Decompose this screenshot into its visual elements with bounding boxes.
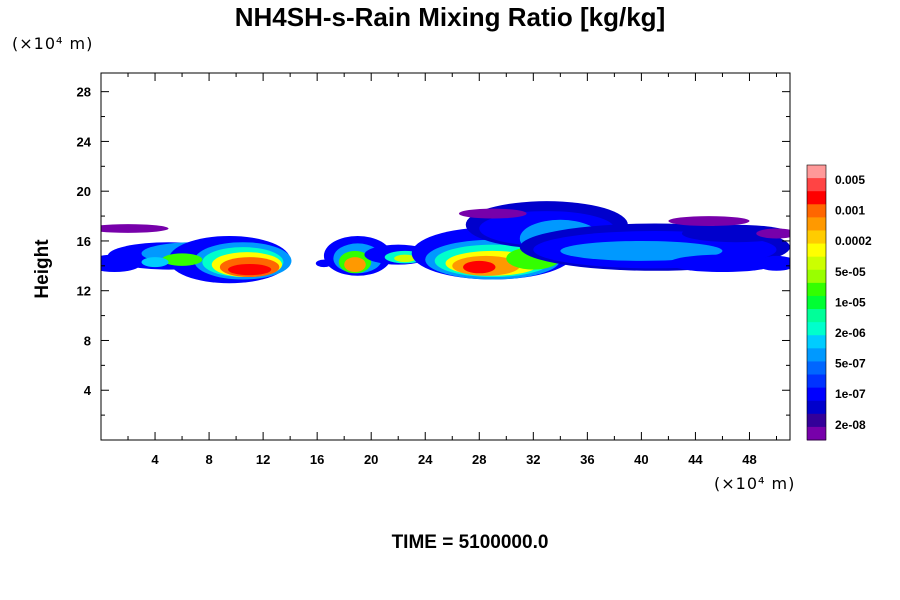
field-blob [668,216,750,227]
y-tick-label: 20 [77,184,91,199]
plot-frame [100,72,791,441]
colorbar-swatch [807,178,826,192]
x-tick-label: 16 [310,452,324,467]
colorbar-swatch [807,217,826,231]
field-blob [463,260,496,274]
x-axis: 4 8 12 16 20 24 28 32 36 40 44 48 [127,73,777,467]
colorbar-swatch [807,230,826,245]
x-axis-unit: (×10⁴ m) [714,474,796,493]
colorbar-label: 0.001 [835,204,865,218]
colorbar-swatch [807,413,826,428]
x-tick-label: 4 [151,452,159,467]
colorbar-swatch [807,269,826,284]
colorbar-swatch [807,335,826,349]
colorbar-swatch [807,426,826,441]
x-tick-label: 44 [688,452,703,467]
colorbar-label: 0.0002 [835,234,872,248]
colorbar-swatch [807,374,826,389]
y-tick-label: 28 [77,85,91,100]
x-tick-label: 36 [580,452,594,467]
colorbar-swatch [807,243,826,258]
colorbar-swatch [807,191,826,205]
y-tick-label: 16 [77,234,91,249]
colorbar-label: 1e-05 [835,295,866,309]
x-tick-label: 24 [418,452,433,467]
field-blob [394,254,416,263]
colorbar-swatch [807,282,826,297]
colorbar-label: 2e-06 [835,326,866,340]
y-tick-label: 4 [84,383,92,398]
field-blob [668,254,777,273]
x-tick-label: 8 [205,452,212,467]
x-tick-label: 12 [256,452,270,467]
y-tick-label: 24 [77,134,92,149]
colorbar-swatch [807,322,826,336]
colorbar-swatch [807,256,826,271]
colorbar-swatch [807,387,826,402]
time-label: TIME = 5100000.0 [391,532,549,553]
colorbar-swatch [807,348,826,362]
field-blob [227,263,272,276]
field-blob [459,208,527,219]
field-blob [141,257,169,268]
x-tick-label: 32 [526,452,540,467]
colorbar-swatch [807,165,826,179]
field-blob [161,253,203,266]
field-blob [344,257,366,273]
colorbar-label: 2e-08 [835,418,866,432]
colorbar-swatch [807,400,826,415]
colorbar-swatch [807,295,826,310]
y-tick-label: 12 [77,284,91,299]
chart-title: NH4SH-s-Rain Mixing Ratio [kg/kg] [234,2,666,32]
x-tick-label: 48 [742,452,756,467]
field-blob [681,224,790,243]
mixing-ratio-field [101,201,790,284]
colorbar-label: 1e-07 [835,387,866,401]
colorbar-label: 0.005 [835,173,865,187]
colorbar-frame [806,164,827,441]
colorbar: 0.005 0.001 0.0002 5e-05 1e-05 2e-06 5e-07 1e-0… [806,164,872,441]
colorbar-label: 5e-05 [835,265,866,279]
field-blob [560,240,723,261]
colorbar-swatch [807,309,826,323]
field-blob [756,255,790,271]
y-axis-unit: (×10⁴ m) [12,34,94,53]
x-tick-label: 28 [472,452,486,467]
y-axis: 4 8 12 16 20 24 28 [77,85,790,416]
field-blob [101,224,169,233]
field-blob [756,228,790,239]
y-tick-label: 8 [84,333,91,348]
x-tick-label: 20 [364,452,378,467]
x-tick-label: 40 [634,452,648,467]
colorbar-label: 5e-07 [835,357,866,371]
colorbar-swatch [807,204,826,218]
colorbar-swatch [807,361,826,376]
